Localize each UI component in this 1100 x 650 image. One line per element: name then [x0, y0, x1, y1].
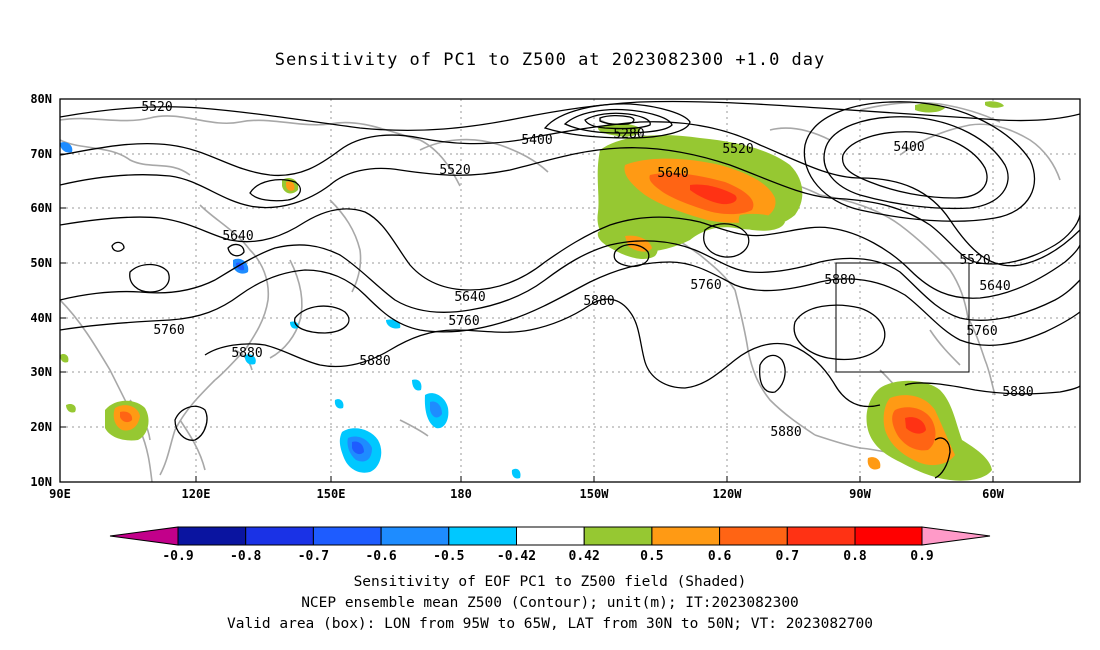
lon-tick-label: 90E	[49, 487, 71, 501]
colorbar-segment	[854, 526, 923, 546]
caption-valid-area: Valid area (box): LON from 95W to 65W, L…	[226, 616, 873, 632]
colorbar-segment	[516, 526, 585, 546]
colorbar-label: 0.42	[569, 549, 600, 564]
contour-label: 5760	[448, 314, 479, 329]
colorbar-segment	[719, 526, 788, 546]
lat-axis: 80N 70N 60N 50N 40N 30N 20N 10N	[30, 92, 52, 489]
colorbar-segment	[109, 526, 179, 546]
contour-label: 5520	[959, 253, 990, 268]
colorbar-label: -0.42	[497, 549, 536, 564]
colorbar-segment	[312, 526, 382, 546]
lon-tick-label: 120E	[182, 487, 211, 501]
colorbar	[109, 526, 991, 546]
axis-ticks	[59, 98, 994, 483]
lat-tick-label: 10N	[30, 475, 52, 489]
contour-label: 5280	[613, 127, 644, 142]
lat-tick-label: 80N	[30, 92, 52, 106]
lat-tick-label: 30N	[30, 365, 52, 379]
colorbar-segment	[380, 526, 450, 546]
lat-tick-label: 50N	[30, 256, 52, 270]
caption-shading: Sensitivity of EOF PC1 to Z500 field (Sh…	[353, 574, 747, 590]
lon-tick-label: 60W	[982, 487, 1004, 501]
colorbar-label: 0.9	[910, 549, 933, 564]
map-frame	[59, 98, 1081, 483]
colorbar-labels: -0.9 -0.8 -0.7 -0.6 -0.5 -0.42 0.42 0.5 …	[162, 549, 933, 564]
colorbar-segment	[177, 526, 247, 546]
colorbar-label: -0.6	[365, 549, 396, 564]
contour-label: 5760	[690, 278, 721, 293]
contour-label: 5520	[439, 163, 470, 178]
contour-label: 5760	[153, 323, 184, 338]
colorbar-label: -0.5	[433, 549, 464, 564]
colorbar-segment	[583, 526, 653, 546]
lon-tick-label: 120W	[713, 487, 743, 501]
colorbar-label: 0.6	[708, 549, 732, 564]
shaded-sensitivity	[60, 101, 1004, 481]
colorbar-segment	[786, 526, 856, 546]
colorbar-segment	[921, 526, 991, 546]
contour-labels: 5520 5400 5280 5520 5400 5520 5640 5640 …	[141, 100, 1033, 440]
colorbar-segment	[651, 526, 721, 546]
contour-label: 5400	[893, 140, 924, 155]
z500-contours	[60, 100, 1080, 479]
contour-label: 5520	[722, 142, 753, 157]
colorbar-label: 0.8	[843, 549, 867, 564]
colorbar-label: -0.8	[230, 549, 261, 564]
colorbar-label: -0.9	[162, 549, 193, 564]
lat-tick-label: 20N	[30, 420, 52, 434]
colorbar-segment	[245, 526, 314, 546]
lat-tick-label: 40N	[30, 311, 52, 325]
valid-area-box	[835, 262, 970, 373]
contour-label: 5880	[583, 294, 614, 309]
lon-tick-label: 150W	[580, 487, 610, 501]
contour-label: 5880	[770, 425, 801, 440]
contour-label: 5760	[966, 324, 997, 339]
colorbar-label: -0.7	[298, 549, 329, 564]
caption-block: Sensitivity of EOF PC1 to Z500 field (Sh…	[0, 572, 1100, 635]
contour-label: 5880	[359, 354, 390, 369]
contour-label: 5640	[222, 229, 253, 244]
contour-label: 5640	[454, 290, 485, 305]
contour-label: 5880	[824, 273, 855, 288]
colorbar-segment	[448, 526, 517, 546]
lon-tick-label: 180	[450, 487, 472, 501]
contour-label: 5880	[1002, 385, 1033, 400]
lon-axis: 90E 120E 150E 180 150W 120W 90W 60W	[49, 487, 1004, 501]
contour-label: 5640	[657, 166, 688, 181]
caption-contour: NCEP ensemble mean Z500 (Contour); unit(…	[301, 595, 799, 611]
contour-label: 5400	[521, 133, 552, 148]
contour-label: 5520	[141, 100, 172, 115]
lat-tick-label: 60N	[30, 201, 52, 215]
plot-title: Sensitivity of PC1 to Z500 at 2023082300…	[274, 50, 826, 70]
colorbar-label: 0.7	[776, 549, 799, 564]
contour-label: 5640	[979, 279, 1010, 294]
contour-label: 5880	[231, 346, 262, 361]
lon-tick-label: 150E	[317, 487, 346, 501]
lon-tick-label: 90W	[849, 487, 871, 501]
colorbar-label: 0.5	[640, 549, 663, 564]
lat-tick-label: 70N	[30, 147, 52, 161]
